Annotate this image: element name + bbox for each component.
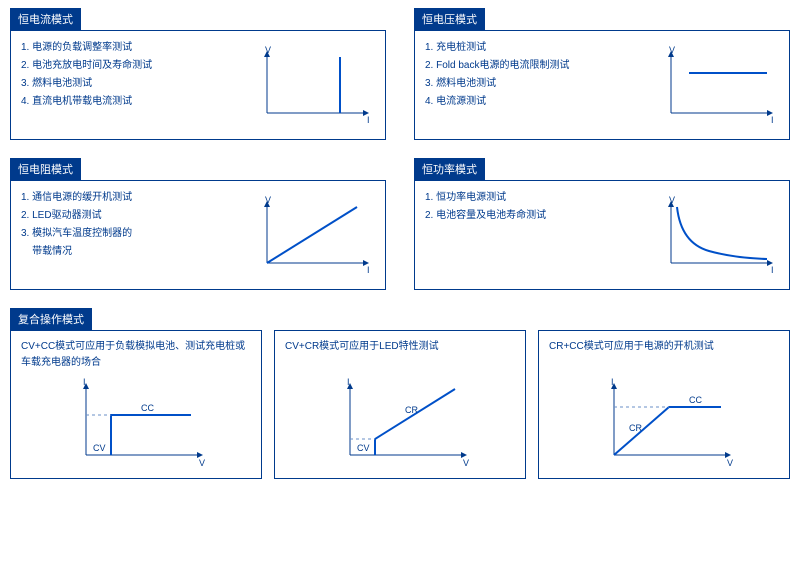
combined-title: 复合操作模式 bbox=[10, 308, 92, 330]
combined-p2: CV+CR模式可应用于LED特性测试 I V CV CR bbox=[274, 330, 526, 479]
panel-cc-title: 恒电流模式 bbox=[10, 8, 81, 30]
panel-cr: 恒电阻模式 1. 通信电源的缓开机测试 2. LED驱动器测试 3. 模拟汽车温… bbox=[10, 158, 386, 290]
curve-label-a: CR bbox=[629, 423, 642, 433]
list-item: 1. 电源的负载调整率测试 bbox=[21, 39, 216, 57]
panel-cp-chart-wrap: V I bbox=[620, 189, 779, 281]
curve-label-a: CV bbox=[93, 443, 106, 453]
list-item: 4. 直流电机带载电流测试 bbox=[21, 93, 216, 111]
list-item: 4. 电流源测试 bbox=[425, 93, 620, 111]
axis-h-label: V bbox=[199, 458, 205, 468]
cp-curve bbox=[677, 207, 767, 259]
panel-cc-body: 1. 电源的负载调整率测试 2. 电池充放电时间及寿命测试 3. 燃料电池测试 … bbox=[10, 30, 386, 140]
combined-p3-text: CR+CC模式可应用于电源的开机测试 bbox=[549, 339, 779, 365]
cvcc-chart: I V CV CC bbox=[61, 375, 211, 470]
combined-wrap: 复合操作模式 CV+CC模式可应用于负载模拟电池、测试充电桩或车载充电器的场合 … bbox=[10, 308, 790, 479]
panel-cv-list: 1. 充电桩测试 2. Fold back电源的电流限制测试 3. 燃料电池测试… bbox=[425, 39, 620, 131]
curve-label-a: CV bbox=[357, 443, 370, 453]
panel-cv-title: 恒电压模式 bbox=[414, 8, 485, 30]
curve-label-b: CC bbox=[141, 403, 154, 413]
panel-cp-title: 恒功率模式 bbox=[414, 158, 485, 180]
cp-chart: V I bbox=[649, 193, 779, 278]
cvcr-curve bbox=[375, 389, 455, 455]
curve-label-b: CC bbox=[689, 395, 702, 405]
panel-cr-title: 恒电阻模式 bbox=[10, 158, 81, 180]
panel-cp-list: 1. 恒功率电源测试 2. 电池容量及电池寿命测试 bbox=[425, 189, 620, 281]
axis-h-label: I bbox=[771, 115, 774, 125]
list-item: 3. 燃料电池测试 bbox=[21, 75, 216, 93]
cvcc-curve bbox=[111, 415, 191, 455]
cr-chart: V I bbox=[245, 193, 375, 278]
axis-h-label: V bbox=[727, 458, 733, 468]
panel-cr-chart-wrap: V I bbox=[216, 189, 375, 281]
combined-p1: CV+CC模式可应用于负载模拟电池、测试充电桩或车载充电器的场合 I V CV … bbox=[10, 330, 262, 479]
list-item: 1. 充电桩测试 bbox=[425, 39, 620, 57]
combined-p2-text: CV+CR模式可应用于LED特性测试 bbox=[285, 339, 515, 365]
list-item: 2. LED驱动器测试 bbox=[21, 207, 216, 225]
axis-h-label: I bbox=[771, 265, 774, 275]
panel-cp: 恒功率模式 1. 恒功率电源测试 2. 电池容量及电池寿命测试 V I bbox=[414, 158, 790, 290]
list-item: 带载情况 bbox=[21, 243, 216, 261]
cr-curve bbox=[267, 207, 357, 263]
list-item: 2. Fold back电源的电流限制测试 bbox=[425, 57, 620, 75]
panel-cv: 恒电压模式 1. 充电桩测试 2. Fold back电源的电流限制测试 3. … bbox=[414, 8, 790, 140]
panel-cr-body: 1. 通信电源的缓开机测试 2. LED驱动器测试 3. 模拟汽车温度控制器的 … bbox=[10, 180, 386, 290]
panel-cr-list: 1. 通信电源的缓开机测试 2. LED驱动器测试 3. 模拟汽车温度控制器的 … bbox=[21, 189, 216, 281]
axis-h-label: V bbox=[463, 458, 469, 468]
panel-cc-list: 1. 电源的负载调整率测试 2. 电池充放电时间及寿命测试 3. 燃料电池测试 … bbox=[21, 39, 216, 131]
axis-h-label: I bbox=[367, 265, 370, 275]
panel-cc: 恒电流模式 1. 电源的负载调整率测试 2. 电池充放电时间及寿命测试 3. 燃… bbox=[10, 8, 386, 140]
panel-cc-chart-wrap: V I bbox=[216, 39, 375, 131]
cvcr-chart: I V CV CR bbox=[325, 375, 475, 470]
combined-p3: CR+CC模式可应用于电源的开机测试 I V CR CC bbox=[538, 330, 790, 479]
cv-chart: V I bbox=[649, 43, 779, 128]
list-item: 2. 电池充放电时间及寿命测试 bbox=[21, 57, 216, 75]
curve-label-b: CR bbox=[405, 405, 418, 415]
list-item: 1. 通信电源的缓开机测试 bbox=[21, 189, 216, 207]
panel-cv-chart-wrap: V I bbox=[620, 39, 779, 131]
list-item: 1. 恒功率电源测试 bbox=[425, 189, 620, 207]
list-item: 3. 模拟汽车温度控制器的 bbox=[21, 225, 216, 243]
cc-chart: V I bbox=[245, 43, 375, 128]
panel-cp-body: 1. 恒功率电源测试 2. 电池容量及电池寿命测试 V I bbox=[414, 180, 790, 290]
panel-cv-body: 1. 充电桩测试 2. Fold back电源的电流限制测试 3. 燃料电池测试… bbox=[414, 30, 790, 140]
list-item: 2. 电池容量及电池寿命测试 bbox=[425, 207, 620, 225]
list-item: 3. 燃料电池测试 bbox=[425, 75, 620, 93]
combined-p1-text: CV+CC模式可应用于负载模拟电池、测试充电桩或车载充电器的场合 bbox=[21, 339, 251, 371]
crcc-chart: I V CR CC bbox=[589, 375, 739, 470]
axis-h-label: I bbox=[367, 115, 370, 125]
